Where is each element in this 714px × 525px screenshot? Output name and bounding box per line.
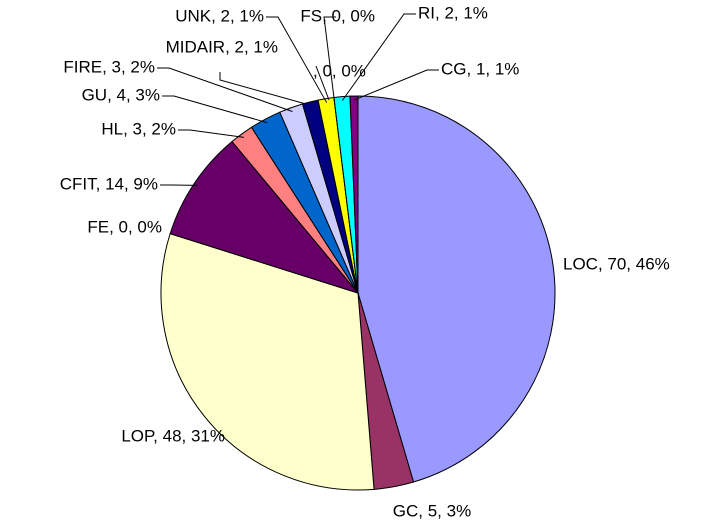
leader-line [219,72,307,105]
data-label: CG, 1, 1% [441,59,519,78]
data-label: FS, 0, 0% [300,6,375,25]
data-label: LOC, 70, 46% [563,254,670,273]
leader-line [341,13,416,101]
data-label: GC, 5, 3% [393,501,471,520]
data-label: MIDAIR, 2, 1% [166,37,278,56]
leader-line [162,95,268,124]
leader-line [353,69,439,101]
pie-slice [357,95,556,483]
data-label: CFIT, 14, 9% [60,174,158,193]
leader-line [315,65,330,101]
data-label: RI, 2, 1% [418,3,488,22]
data-label: LOP, 48, 31% [121,426,225,445]
leader-line [323,16,336,102]
pie-slice [160,233,375,491]
data-label: FIRE, 3, 2% [63,57,155,76]
leader-line [266,16,328,103]
data-label: HL, 3, 2% [101,119,176,138]
data-label: , 0, 0% [313,61,366,80]
data-label: FE, 0, 0% [87,217,162,236]
pie-slice [349,95,359,294]
pie-slice [169,140,360,294]
leader-line [178,129,244,138]
leader-line [157,67,293,112]
data-label: GU, 4, 3% [82,85,160,104]
data-label: UNK, 2, 1% [175,6,264,25]
